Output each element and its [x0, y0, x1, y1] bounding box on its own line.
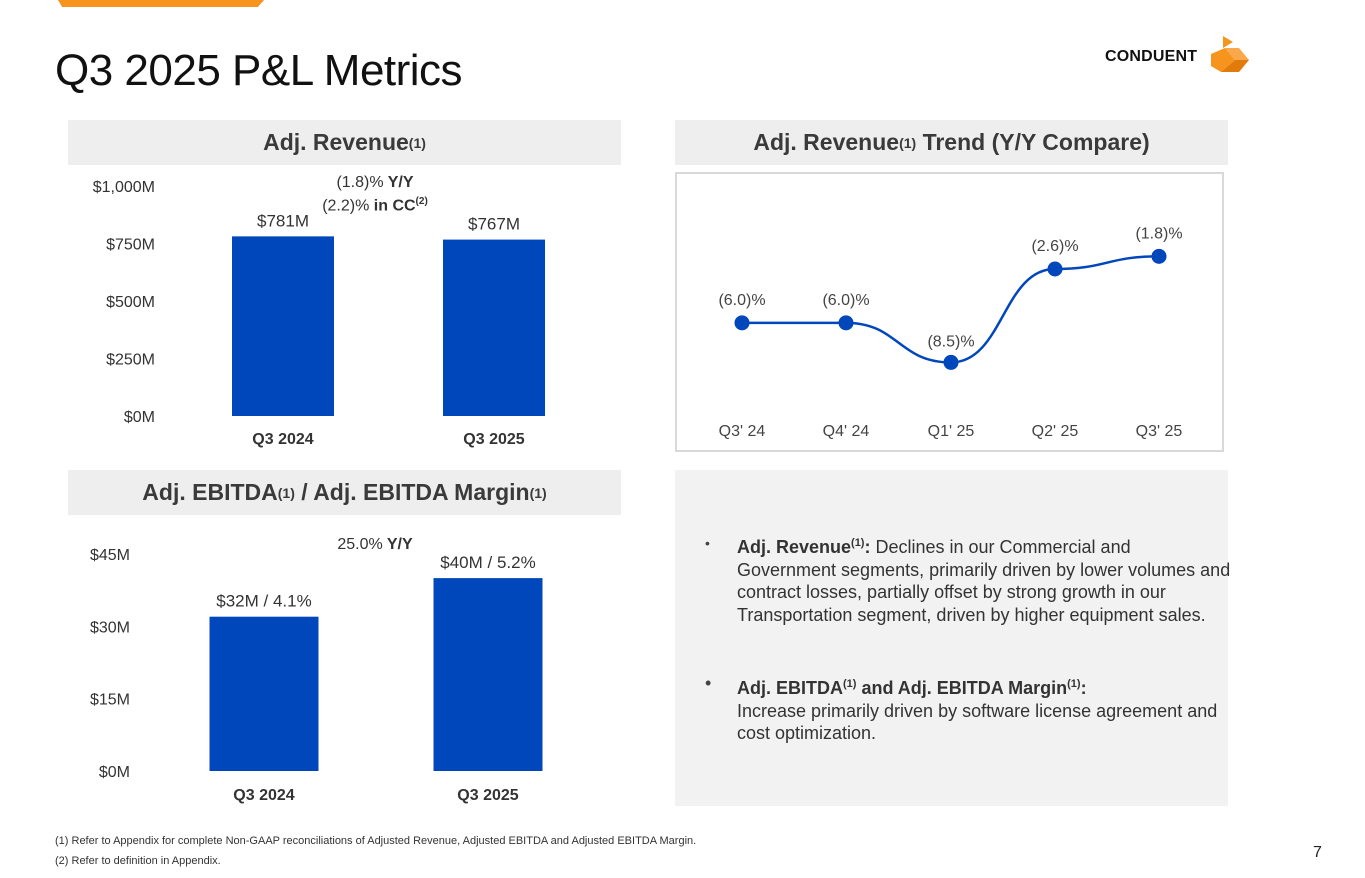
ebitda-panel-header: Adj. EBITDA (1) / Adj. EBITDA Margin (1)	[68, 470, 621, 515]
bullet-colon: :	[1080, 678, 1087, 698]
y-tick-label: $750M	[106, 237, 155, 254]
y-tick-label: $250M	[106, 352, 155, 369]
bullet-title: Adj. EBITDA	[737, 678, 843, 698]
revenue-cc-value: (2.2)%	[322, 197, 370, 215]
revenue-yy-annotation: (1.8)% Y/Y (2.2)% in CC(2)	[300, 173, 450, 215]
trend-chart-frame	[675, 172, 1224, 452]
bar	[209, 616, 319, 771]
data-point	[838, 315, 854, 331]
footnote-ref: (1)	[843, 678, 857, 690]
logo-wordmark: CONDUENT	[1105, 48, 1198, 65]
data-label: $767M	[468, 215, 520, 234]
footnote-ref: (1)	[899, 134, 917, 151]
x-tick-label: Q3 2024	[252, 431, 313, 448]
logo-mark-icon	[1211, 36, 1249, 72]
revenue-yy-value: (1.8)%	[336, 174, 384, 191]
data-point	[1151, 248, 1167, 264]
data-label: (8.5)%	[927, 333, 974, 350]
footnote-2: (2) Refer to definition in Appendix.	[55, 855, 221, 867]
bar	[443, 239, 545, 416]
x-tick-label: Q3' 25	[1136, 423, 1183, 440]
y-tick-label: $15M	[90, 692, 130, 709]
revenue-trend-line-chart: (6.0)% Q3' 24 (6.0)% Q4' 24 (8.5)% Q1' 25 (2.6…	[718, 225, 1183, 440]
data-point	[734, 315, 750, 331]
revenue-panel-title: Adj. Revenue	[263, 129, 409, 155]
y-tick-label: $45M	[90, 547, 130, 564]
bullet-dot: •	[705, 535, 710, 551]
bullet-title-mid: and Adj. EBITDA Margin	[856, 678, 1068, 698]
data-point	[1047, 261, 1063, 277]
data-label: (6.0)%	[822, 292, 869, 309]
bullet-title: Adj. Revenue	[737, 537, 852, 557]
page-number: 7	[1313, 844, 1322, 861]
ebitda-yy-value: 25.0%	[337, 536, 383, 553]
x-tick-label: Q3 2024	[233, 787, 294, 804]
trend-panel-title: Adj. Revenue	[753, 129, 900, 155]
data-label: $781M	[257, 211, 309, 230]
footnote-1: (1) Refer to Appendix for complete Non-G…	[55, 835, 697, 847]
commentary-panel: • Adj. Revenue(1): Declines in our Comme…	[675, 470, 1230, 806]
accent-bar	[58, 0, 264, 7]
y-tick-label: $500M	[106, 294, 155, 311]
footnote-ref: (2)	[415, 196, 428, 207]
footnote-ref: (1)	[1067, 678, 1081, 690]
data-label: (1.8)%	[1135, 225, 1182, 242]
revenue-cc-label: in CC	[369, 197, 416, 215]
data-label: (6.0)%	[718, 292, 765, 309]
y-tick-label: $0M	[124, 409, 155, 426]
bullet-text: Increase primarily driven by software li…	[737, 700, 1218, 744]
ebitda-bar-chart: $0M $15M $30M $45M $32M / 4.1% Q3 2024 $40M / …	[90, 547, 543, 804]
bullet-text: Declines in our Commercial and Governmen…	[737, 537, 1231, 625]
footnote-ref: (1)	[529, 484, 547, 501]
ebitda-yy-annotation: 25.0% Y/Y	[300, 535, 450, 554]
conduent-logo: CONDUENT	[1105, 36, 1255, 76]
footnote-ref: (1)	[851, 537, 865, 549]
x-tick-label: Q4' 24	[823, 423, 870, 440]
revenue-yy-label: Y/Y	[383, 174, 414, 191]
y-tick-label: $0M	[99, 764, 130, 781]
data-label: $40M / 5.2%	[440, 553, 535, 572]
bar	[232, 236, 334, 416]
footnote-ref: (1)	[408, 134, 426, 151]
trend-panel-title-suffix: Trend (Y/Y Compare)	[916, 129, 1150, 155]
bullet-dot: •	[705, 673, 712, 693]
x-tick-label: Q3' 24	[719, 423, 766, 440]
data-label: (2.6)%	[1031, 238, 1078, 255]
y-tick-label: $1,000M	[93, 179, 155, 196]
x-tick-label: Q2' 25	[1032, 423, 1079, 440]
ebitda-yy-label: Y/Y	[382, 536, 413, 553]
trend-panel-header: Adj. Revenue (1) Trend (Y/Y Compare)	[675, 120, 1228, 165]
footnote-ref: (1)	[277, 484, 295, 501]
ebitda-panel-title: Adj. EBITDA	[142, 479, 278, 505]
bullet-colon: :	[864, 537, 871, 557]
ebitda-panel-title-mid: / Adj. EBITDA Margin	[294, 479, 530, 505]
y-tick-label: $30M	[90, 619, 130, 636]
revenue-panel-header: Adj. Revenue (1)	[68, 120, 621, 165]
x-tick-label: Q3 2025	[463, 431, 524, 448]
x-tick-label: Q1' 25	[928, 423, 975, 440]
data-point	[943, 354, 959, 370]
x-tick-label: Q3 2025	[457, 787, 518, 804]
commentary-bullet-ebitda: • Adj. EBITDA(1) and Adj. EBITDA Margin(…	[705, 673, 1232, 745]
page-title: Q3 2025 P&L Metrics	[55, 46, 463, 95]
commentary-bullet-revenue: • Adj. Revenue(1): Declines in our Comme…	[705, 532, 1232, 626]
revenue-bar-chart: $0M $250M $500M $750M $1,000M $781M Q3 2024 $76…	[93, 179, 545, 448]
data-label: $32M / 4.1%	[216, 592, 311, 611]
bar	[433, 578, 543, 771]
